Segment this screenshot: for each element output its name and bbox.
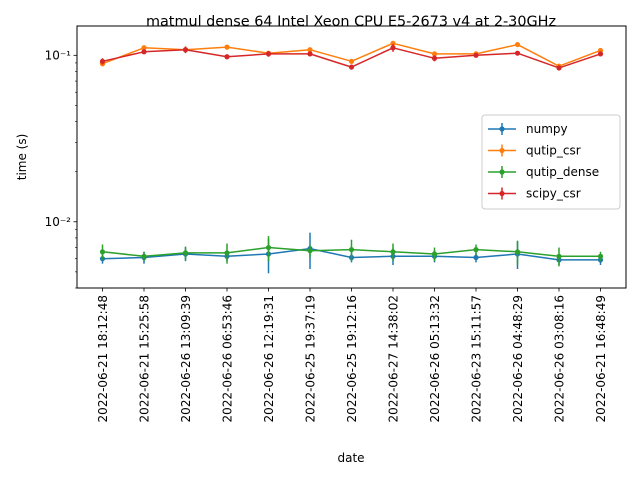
data-point bbox=[224, 54, 230, 60]
x-tick-label: 2022-06-26 03:08:16 bbox=[553, 295, 567, 422]
data-point bbox=[556, 65, 562, 71]
data-point bbox=[224, 44, 230, 50]
legend-label: scipy_csr bbox=[526, 187, 581, 201]
data-point bbox=[473, 254, 479, 261]
data-point bbox=[265, 244, 272, 251]
data-point bbox=[99, 58, 106, 64]
data-point bbox=[473, 247, 479, 253]
legend-label: numpy bbox=[526, 122, 568, 136]
data-point bbox=[431, 55, 438, 61]
y-axis-label: time (s) bbox=[15, 134, 29, 181]
data-point bbox=[514, 50, 521, 56]
data-point bbox=[597, 253, 604, 259]
data-point bbox=[182, 47, 189, 53]
x-tick-label: 2022-06-27 14:38:02 bbox=[387, 295, 401, 422]
data-point bbox=[348, 58, 355, 64]
data-point bbox=[390, 249, 396, 255]
x-tick-label: 2022-06-23 15:11:57 bbox=[470, 295, 484, 422]
legend-label: qutip_csr bbox=[526, 144, 581, 158]
data-point bbox=[182, 250, 189, 256]
legend: numpy qutip_csr qutip_dense scipy_csr bbox=[481, 114, 621, 210]
x-tick-label: 2022-06-25 19:37:19 bbox=[304, 295, 318, 422]
legend-swatch-marker bbox=[499, 169, 505, 175]
data-point bbox=[348, 247, 355, 253]
series-qutip_dense bbox=[99, 236, 604, 267]
data-point bbox=[141, 253, 147, 259]
x-axis-label: date bbox=[337, 451, 364, 465]
data-point bbox=[473, 52, 479, 58]
data-point bbox=[99, 249, 106, 255]
data-point bbox=[431, 251, 438, 257]
chart-title: matmul dense 64 Intel Xeon CPU E5-2673 v… bbox=[146, 14, 556, 30]
x-tick-label: 2022-06-26 04:48:29 bbox=[511, 295, 525, 422]
x-axis: 2022-06-21 18:12:48 2022-06-21 15:25:58 20… bbox=[96, 288, 608, 422]
x-tick-label: 2022-06-26 13:09:39 bbox=[179, 295, 193, 422]
x-tick-label: 2022-06-26 05:13:32 bbox=[428, 295, 442, 422]
data-point bbox=[556, 253, 562, 259]
data-point bbox=[514, 249, 521, 255]
data-point bbox=[141, 45, 147, 51]
data-point bbox=[431, 51, 438, 57]
plot-area bbox=[99, 40, 604, 274]
x-tick-label: 2022-06-21 16:48:49 bbox=[594, 295, 608, 422]
legend-swatch-marker bbox=[499, 147, 505, 154]
data-point bbox=[597, 51, 604, 57]
x-tick-label: 2022-06-21 15:25:58 bbox=[138, 295, 152, 422]
y-tick-label: 10⁻² bbox=[45, 215, 72, 229]
series-scipy_csr bbox=[99, 43, 604, 71]
legend-box bbox=[481, 114, 621, 210]
data-point bbox=[307, 51, 313, 57]
data-point bbox=[390, 45, 396, 51]
data-point bbox=[307, 47, 313, 53]
x-tick-label: 2022-06-26 06:53:46 bbox=[221, 295, 235, 422]
data-point bbox=[224, 250, 230, 256]
y-tick-label: 10⁻¹ bbox=[45, 48, 72, 62]
y-axis: 10⁻¹ 10⁻² bbox=[45, 48, 77, 289]
legend-label: qutip_dense bbox=[526, 165, 599, 179]
data-point bbox=[141, 49, 147, 55]
legend-swatch-marker bbox=[499, 190, 505, 197]
data-point bbox=[265, 51, 272, 57]
x-tick-label: 2022-06-21 18:12:48 bbox=[96, 295, 110, 422]
data-point bbox=[307, 248, 313, 254]
x-tick-label: 2022-06-25 19:12:16 bbox=[345, 295, 359, 422]
legend-swatch-marker bbox=[499, 126, 505, 132]
x-tick-label: 2022-06-26 12:19:31 bbox=[262, 295, 276, 422]
data-point bbox=[390, 40, 396, 46]
data-point bbox=[514, 41, 521, 48]
data-point bbox=[348, 64, 355, 70]
